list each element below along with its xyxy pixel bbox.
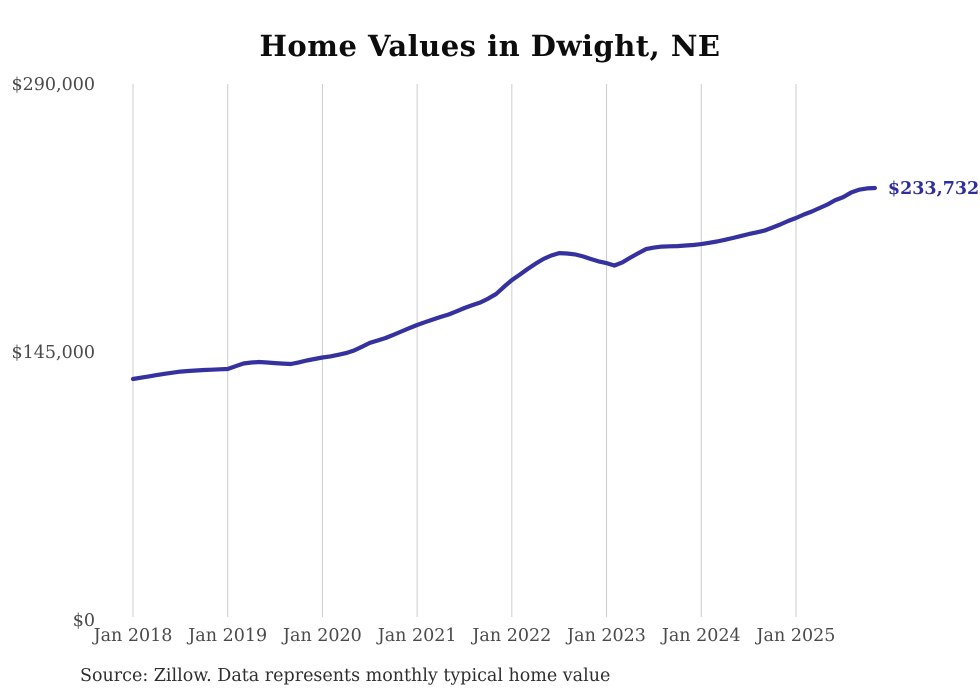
- source-note: Source: Zillow. Data represents monthly …: [80, 666, 611, 686]
- x-tick-label: Jan 2020: [281, 626, 362, 646]
- x-tick-label: Jan 2019: [186, 626, 267, 646]
- x-tick-label: Jan 2022: [470, 626, 551, 646]
- y-tick-label: $0: [73, 611, 95, 631]
- x-tick-label: Jan 2018: [92, 626, 173, 646]
- home-value-line: [130, 185, 878, 382]
- x-tick-label: Jan 2025: [755, 626, 836, 646]
- x-tick-label: Jan 2021: [376, 626, 457, 646]
- y-tick-label: $290,000: [11, 75, 95, 95]
- y-tick-label: $145,000: [11, 343, 95, 363]
- chart-title: Home Values in Dwight, NE: [259, 29, 721, 63]
- x-tick-label: Jan 2024: [660, 626, 741, 646]
- latest-value-label: $233,732: [888, 179, 979, 199]
- x-tick-label: Jan 2023: [565, 626, 646, 646]
